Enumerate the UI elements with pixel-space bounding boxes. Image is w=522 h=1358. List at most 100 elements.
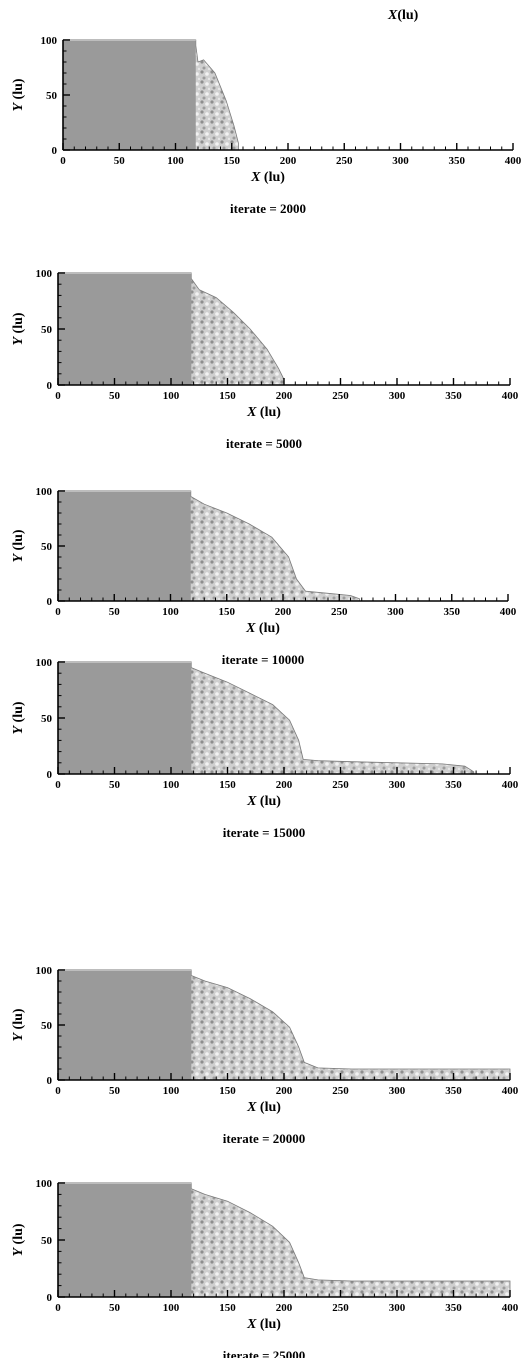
x-tick-label-6: 0 <box>55 1302 61 1314</box>
y-axis-title-1: Y (lu) <box>11 78 26 111</box>
x-tick-label-4: 150 <box>219 779 236 791</box>
top-axis-label: X(lu) <box>387 8 419 23</box>
x-tick-label-4: 50 <box>109 779 121 791</box>
reservoir-block-4 <box>58 662 192 774</box>
x-tick-label-3: 150 <box>219 606 236 618</box>
x-tick-label-6: 400 <box>502 1302 519 1314</box>
x-tick-label-2: 100 <box>163 390 180 402</box>
x-tick-label-4: 100 <box>163 779 180 791</box>
x-tick-label-5: 50 <box>109 1085 121 1097</box>
panel-caption-5: iterate = 20000 <box>223 1131 306 1146</box>
x-tick-label-1: 250 <box>336 155 353 167</box>
x-tick-label-2: 300 <box>389 390 406 402</box>
x-tick-label-6: 100 <box>163 1302 180 1314</box>
x-tick-label-3: 300 <box>387 606 404 618</box>
x-tick-label-6: 50 <box>109 1302 121 1314</box>
y-tick-label-3: 50 <box>41 541 53 553</box>
x-tick-label-6: 200 <box>276 1302 293 1314</box>
y-tick-label-5: 100 <box>36 965 53 977</box>
panel-caption-6: iterate = 25000 <box>223 1348 306 1358</box>
y-axis-title-5: Y (lu) <box>11 1008 26 1041</box>
x-tick-label-5: 350 <box>445 1085 462 1097</box>
y-tick-label-3: 0 <box>47 596 53 608</box>
x-axis-title-6: X (lu) <box>246 1317 281 1332</box>
reservoir-block-1 <box>63 40 196 150</box>
y-tick-label-1: 0 <box>52 145 58 157</box>
top-label-rest: (lu) <box>397 8 418 23</box>
panel-5: 0 50 100 150 200 250 300 350 400 0 50 100 X (lu) Y (l… <box>11 965 519 1146</box>
x-tick-label-6: 300 <box>389 1302 406 1314</box>
x-tick-label-4: 250 <box>332 779 349 791</box>
x-tick-label-2: 50 <box>109 390 121 402</box>
y-tick-label-5: 50 <box>41 1020 53 1032</box>
x-tick-label-4: 350 <box>445 779 462 791</box>
panel-caption-2: iterate = 5000 <box>226 436 302 451</box>
reservoir-block-6 <box>58 1183 192 1297</box>
y-axis-title-3: Y (lu) <box>11 529 26 562</box>
panel-caption-3: iterate = 10000 <box>222 652 305 667</box>
x-tick-label-4: 300 <box>389 779 406 791</box>
x-tick-label-2: 200 <box>276 390 293 402</box>
y-axis-title-4: Y (lu) <box>11 701 26 734</box>
x-tick-label-3: 400 <box>500 606 517 618</box>
panel-1: 0 50 100 150 200 250 300 350 400 0 50 100 X (lu) Y (l… <box>11 35 522 216</box>
y-tick-label-1: 100 <box>41 35 58 47</box>
y-tick-label-1: 50 <box>46 90 58 102</box>
panel-caption-4: iterate = 15000 <box>223 825 306 840</box>
y-tick-label-2: 0 <box>47 380 53 392</box>
x-tick-label-4: 0 <box>55 779 61 791</box>
x-tick-label-2: 250 <box>332 390 349 402</box>
y-tick-label-5: 0 <box>47 1075 53 1087</box>
x-axis-title-1: X (lu) <box>250 170 285 185</box>
y-axis-title-6: Y (lu) <box>11 1223 26 1256</box>
x-axis-title-3: X (lu) <box>245 621 280 636</box>
x-tick-label-6: 250 <box>332 1302 349 1314</box>
x-tick-label-1: 0 <box>60 155 66 167</box>
y-tick-label-4: 50 <box>41 713 53 725</box>
x-axis-title-4: X (lu) <box>246 794 281 809</box>
x-tick-label-1: 350 <box>449 155 466 167</box>
x-tick-label-5: 200 <box>276 1085 293 1097</box>
y-tick-label-2: 50 <box>41 324 53 336</box>
x-tick-label-5: 300 <box>389 1085 406 1097</box>
x-tick-label-5: 100 <box>163 1085 180 1097</box>
x-tick-label-2: 150 <box>219 390 236 402</box>
x-tick-label-1: 400 <box>505 155 522 167</box>
x-axis-title-5: X (lu) <box>246 1100 281 1115</box>
x-tick-label-3: 200 <box>275 606 292 618</box>
panel-6: 0 50 100 150 200 250 300 350 400 0 50 100 X (lu) Y (l… <box>11 1178 519 1358</box>
y-tick-label-4: 100 <box>36 657 53 669</box>
x-tick-label-2: 400 <box>502 390 519 402</box>
panel-2: 0 50 100 150 200 250 300 350 400 0 50 100 X (lu) Y (l… <box>11 268 519 451</box>
y-axis-title-2: Y (lu) <box>11 312 26 345</box>
x-tick-label-2: 350 <box>445 390 462 402</box>
x-tick-label-1: 200 <box>280 155 297 167</box>
x-tick-label-3: 50 <box>109 606 121 618</box>
x-tick-label-2: 0 <box>55 390 61 402</box>
x-tick-label-5: 150 <box>219 1085 236 1097</box>
y-tick-label-6: 0 <box>47 1292 53 1304</box>
x-tick-label-6: 350 <box>445 1302 462 1314</box>
panel-4: 0 50 100 150 200 250 300 350 400 0 50 100 X (lu) Y (l… <box>11 657 519 840</box>
x-tick-label-1: 150 <box>224 155 241 167</box>
x-tick-label-1: 100 <box>167 155 184 167</box>
x-tick-label-5: 400 <box>502 1085 519 1097</box>
reservoir-block-5 <box>58 970 192 1080</box>
top-label-italic: X <box>387 8 398 23</box>
x-tick-label-6: 150 <box>219 1302 236 1314</box>
x-tick-label-1: 300 <box>392 155 409 167</box>
panel-caption-1: iterate = 2000 <box>230 201 306 216</box>
x-tick-label-3: 0 <box>55 606 61 618</box>
x-tick-label-5: 250 <box>332 1085 349 1097</box>
y-tick-label-6: 100 <box>36 1178 53 1190</box>
reservoir-block-2 <box>58 273 192 385</box>
x-axis-title-2: X (lu) <box>246 405 281 420</box>
y-tick-label-2: 100 <box>36 268 53 280</box>
x-tick-label-4: 200 <box>276 779 293 791</box>
x-tick-label-3: 100 <box>162 606 179 618</box>
x-tick-label-4: 400 <box>502 779 519 791</box>
panel-3: 0 50 100 150 200 250 300 350 400 0 50 100 X (lu) Y (l… <box>11 486 517 667</box>
x-tick-label-3: 350 <box>444 606 461 618</box>
y-tick-label-6: 50 <box>41 1235 53 1247</box>
